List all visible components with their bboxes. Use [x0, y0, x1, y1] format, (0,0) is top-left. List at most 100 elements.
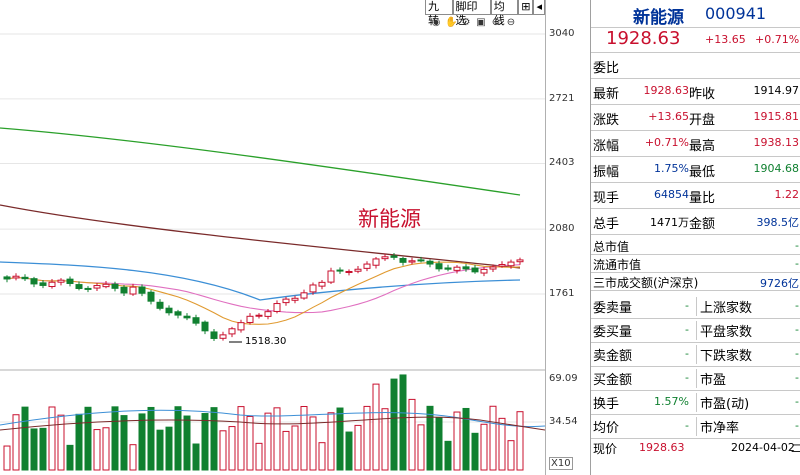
candle-body	[516, 259, 524, 263]
candle-body	[336, 269, 344, 272]
quote-label: 总手	[593, 217, 620, 232]
stock-code: 000941	[705, 4, 767, 23]
volume-bar	[201, 413, 209, 471]
kline-chart[interactable]: 九转 脚印选 均线 ⊞ ◂ ◉ ✋ ⚙ ▣ ⊕ ⊖ 新能源 1518.30	[0, 0, 545, 475]
quote-label: 量比	[689, 191, 716, 206]
candle-body	[507, 261, 515, 267]
volume-bar	[3, 445, 11, 471]
volume-bar	[138, 413, 146, 471]
volume-bar	[480, 423, 488, 471]
candle-body	[228, 328, 236, 335]
quote-value: 1938.13	[753, 136, 800, 149]
volume-bar	[399, 374, 407, 471]
quote-row: 买金额 - 市盈 -	[591, 366, 800, 391]
volume-bar	[147, 406, 155, 471]
ma-line-pink	[6, 264, 521, 314]
volume-bar	[165, 426, 173, 471]
volume-bar	[129, 444, 137, 471]
quote-label: 最高	[689, 139, 716, 154]
volume-bar	[210, 407, 218, 471]
toolbar-junxian[interactable]: 均线	[490, 0, 519, 27]
volume-bar	[156, 429, 164, 471]
volume-tick: 34.54	[549, 416, 578, 427]
quote-label: 上涨家数	[696, 297, 752, 316]
candle-body	[192, 317, 200, 324]
ma-line-brown	[0, 204, 521, 269]
quote-value: -	[795, 257, 799, 270]
quote-row: 涨跌 +13.65 开盘 1915.81	[591, 104, 800, 131]
quote-label: 买金额	[593, 373, 633, 388]
current-price: 1928.63	[606, 28, 681, 49]
quote-value: -	[685, 299, 689, 312]
candle-body	[300, 292, 308, 299]
quote-label: 现手	[593, 191, 620, 206]
volume-bar	[12, 414, 20, 471]
ma-line-orange	[6, 261, 521, 325]
quote-value: 1.57%	[654, 395, 689, 408]
volume-bar	[489, 405, 497, 471]
candle-body	[165, 307, 173, 314]
volume-bar	[219, 430, 227, 471]
quote-value: -	[795, 299, 799, 312]
ma-line-green	[0, 127, 521, 196]
copy-icon[interactable]: ▣	[476, 17, 486, 28]
candle-body	[210, 331, 218, 339]
quote-value: 1914.97	[753, 84, 800, 97]
price-axis: 3040 2721 2403 2080 1761 69.09 34.54 X10	[545, 0, 591, 475]
volume-tick: 69.09	[549, 373, 578, 384]
candle-body	[363, 263, 371, 269]
candle-body	[219, 334, 227, 339]
eye-icon[interactable]: ◉	[431, 17, 441, 28]
quote-value: 1915.81	[753, 110, 800, 123]
candle-body	[480, 268, 488, 274]
volume-unit: X10	[549, 457, 573, 470]
grid-toggle-icon[interactable]: ⊞	[518, 0, 534, 15]
quote-panel: 新能源 000941 1928.63 +13.65 +0.71% 委比 最新 19…	[590, 0, 800, 475]
price-change-pct: +0.71%	[755, 33, 800, 46]
candle-body	[75, 284, 83, 289]
candle-body	[318, 281, 326, 287]
candle-body	[453, 266, 461, 271]
toolbar-jiuzhuan[interactable]: 九转	[425, 0, 453, 27]
candle-body	[390, 255, 398, 258]
candle-body	[120, 286, 128, 294]
quote-label: 卖金额	[593, 349, 633, 364]
quote-value: -	[685, 419, 689, 432]
volume-bar	[498, 417, 506, 471]
minus-icon[interactable]: ⊖	[506, 17, 516, 28]
volume-bar	[291, 425, 299, 471]
collapse-arrow-icon[interactable]: ◂	[533, 0, 545, 15]
price-tick: 3040	[549, 28, 575, 39]
price-change: +13.65	[705, 33, 746, 46]
candle-body	[84, 287, 92, 290]
quote-row: 换手 1.57% 市盈(动) -	[591, 390, 800, 415]
volume-bar	[309, 416, 317, 471]
quote-label: 最新	[593, 87, 620, 102]
price-tick: 2721	[549, 93, 575, 104]
quote-value: -	[685, 371, 689, 384]
weibi-label: 委比	[593, 61, 620, 76]
settings-icon[interactable]: ⚙	[461, 17, 471, 28]
toolbar-jiaoyinxuan[interactable]: 脚印选	[452, 0, 491, 27]
candle-body	[183, 315, 191, 319]
hand-icon[interactable]: ✋	[445, 17, 458, 28]
plus-icon[interactable]: ⊕	[491, 17, 501, 28]
volume-bar	[354, 424, 362, 471]
chart-canvas[interactable]	[0, 0, 545, 475]
volume-bar	[444, 440, 452, 471]
quote-label: 最低	[689, 165, 716, 180]
quote-value: 1471万	[650, 216, 689, 229]
quote-value: -	[795, 239, 799, 252]
volume-bar	[462, 407, 470, 471]
quote-label: 委卖量	[593, 301, 633, 316]
volume-bar	[57, 414, 65, 471]
volume-bar	[273, 407, 281, 471]
quote-row: 总市值 -	[591, 238, 800, 255]
candle-body	[498, 264, 506, 267]
candle-body	[462, 266, 470, 270]
quote-row: 卖金额 - 下跌家数 -	[591, 342, 800, 367]
candle-body	[57, 279, 65, 283]
quote-label: 下跌家数	[696, 345, 752, 364]
candle-body	[21, 276, 29, 280]
candle-body	[282, 298, 290, 304]
